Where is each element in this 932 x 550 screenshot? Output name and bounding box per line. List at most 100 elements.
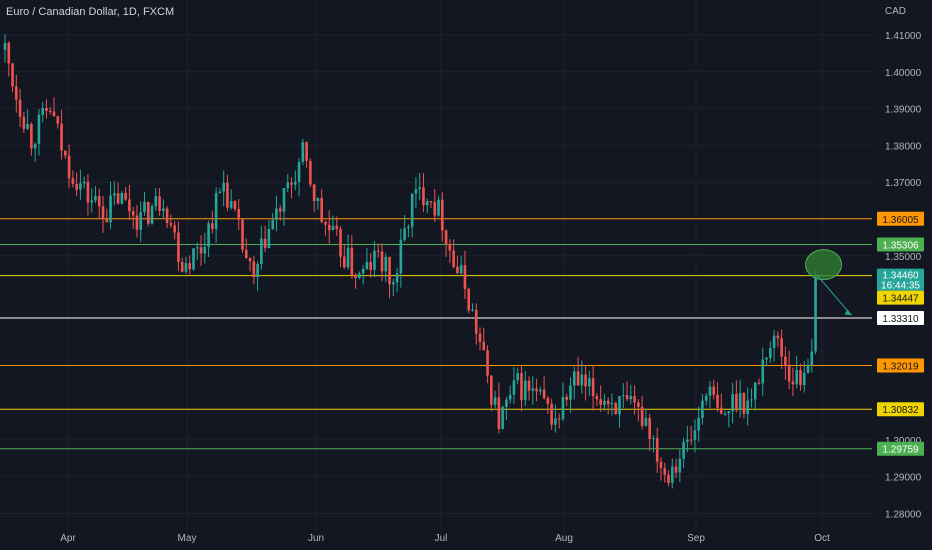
candle-body bbox=[784, 356, 787, 366]
candle-body bbox=[169, 222, 173, 226]
candle-body bbox=[780, 338, 783, 357]
candle-body bbox=[11, 63, 14, 87]
candle-body bbox=[214, 192, 218, 229]
candle-body bbox=[787, 365, 791, 382]
candle-body bbox=[527, 380, 531, 391]
candle-body bbox=[399, 239, 403, 274]
candle-body bbox=[810, 351, 814, 366]
candle-body bbox=[535, 388, 538, 392]
candle-body bbox=[750, 399, 753, 401]
candle-body bbox=[94, 195, 97, 201]
candle-body bbox=[591, 378, 595, 397]
candle-body bbox=[565, 396, 569, 400]
candle-body bbox=[271, 219, 274, 229]
candle-body bbox=[606, 400, 610, 405]
candle-body bbox=[71, 178, 75, 184]
candle-body bbox=[244, 249, 248, 259]
price-tag bbox=[877, 211, 924, 226]
candle-body bbox=[48, 110, 52, 112]
candle-body bbox=[222, 182, 225, 192]
candle-body bbox=[45, 107, 48, 111]
candle-body bbox=[109, 195, 112, 223]
candle-body bbox=[380, 251, 384, 272]
highlight-circle[interactable] bbox=[805, 249, 843, 281]
y-tick-label: 1.39000 bbox=[885, 105, 922, 116]
candle-body bbox=[693, 430, 697, 440]
candle-body bbox=[467, 288, 471, 311]
candle-body bbox=[369, 262, 372, 270]
candle-body bbox=[463, 265, 467, 289]
candle-body bbox=[275, 208, 278, 220]
y-tick-label: 1.37000 bbox=[885, 178, 922, 189]
candle-body bbox=[441, 199, 444, 231]
candle-body bbox=[452, 250, 455, 267]
candle-body bbox=[30, 123, 33, 149]
candle-body bbox=[229, 201, 233, 208]
projection-arrowhead bbox=[844, 309, 852, 316]
candle-body bbox=[557, 418, 561, 420]
candle-body bbox=[512, 380, 516, 395]
y-tick-label: 1.28000 bbox=[885, 509, 922, 520]
candle-body bbox=[667, 474, 670, 483]
candle-body bbox=[392, 282, 395, 285]
candle-body bbox=[7, 42, 11, 64]
candle-body bbox=[444, 230, 448, 245]
candle-body bbox=[659, 461, 663, 469]
candle-body bbox=[625, 395, 629, 400]
candle-body bbox=[572, 371, 576, 386]
price-tag-label: 1.30832 bbox=[882, 405, 919, 416]
candle-body bbox=[97, 195, 101, 207]
candle-body bbox=[177, 232, 180, 262]
candle-body bbox=[795, 369, 798, 385]
candle-body bbox=[286, 182, 290, 189]
candle-body bbox=[437, 199, 440, 216]
candle-body bbox=[429, 201, 433, 203]
price-tag-label: 1.35306 bbox=[882, 241, 919, 252]
candle-body bbox=[716, 394, 719, 408]
candle-body bbox=[373, 250, 376, 270]
candle-body bbox=[365, 262, 369, 269]
symbol-title: Euro / Canadian Dollar, 1D, FXCM bbox=[6, 6, 175, 18]
candle-body bbox=[776, 335, 780, 339]
candle-body bbox=[637, 402, 640, 407]
candle-body bbox=[697, 417, 700, 431]
candle-body bbox=[320, 197, 323, 222]
candle-body bbox=[474, 309, 478, 334]
candle-body bbox=[501, 406, 504, 430]
candle-body bbox=[67, 155, 71, 179]
y-tick-label: 1.35000 bbox=[885, 252, 922, 263]
candle-body bbox=[384, 256, 388, 272]
candle-body bbox=[644, 418, 648, 426]
candle-body bbox=[712, 386, 716, 395]
projection-arrow-line[interactable] bbox=[817, 275, 852, 316]
candle-body bbox=[203, 246, 207, 254]
candle-body bbox=[162, 208, 165, 211]
candle-body bbox=[640, 406, 644, 426]
price-tag-label: 1.36005 bbox=[882, 215, 919, 226]
candle-body bbox=[686, 439, 689, 442]
candle-body bbox=[199, 247, 203, 254]
y-tick-label: 1.30000 bbox=[885, 436, 922, 447]
candle-body bbox=[497, 397, 501, 430]
candle-body bbox=[493, 397, 497, 405]
candle-body bbox=[682, 441, 685, 459]
candle-body bbox=[52, 111, 56, 117]
price-tag-label: 1.32019 bbox=[882, 362, 919, 373]
candle-body bbox=[165, 208, 169, 223]
candle-body bbox=[305, 142, 308, 161]
candle-body bbox=[128, 199, 131, 212]
candle-body bbox=[704, 395, 708, 401]
y-tick-label: 1.40000 bbox=[885, 68, 922, 79]
candle-body bbox=[505, 399, 508, 407]
candle-body bbox=[663, 468, 667, 475]
candle-body bbox=[738, 392, 742, 409]
candle-body bbox=[150, 206, 154, 224]
candle-body bbox=[233, 201, 237, 210]
candle-body bbox=[22, 116, 26, 129]
candle-body bbox=[674, 466, 678, 473]
candle-body bbox=[689, 439, 693, 441]
candle-body bbox=[516, 373, 520, 381]
candle-body bbox=[753, 382, 757, 400]
candle-body bbox=[727, 411, 731, 414]
